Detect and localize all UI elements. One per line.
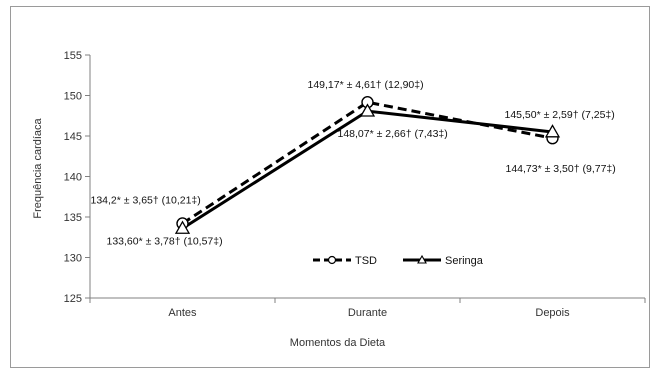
- x-tick-label: Antes: [168, 307, 197, 319]
- data-label-seringa: 148,07* ± 2,66† (7,43‡): [338, 128, 448, 140]
- x-tick-label: Durante: [348, 307, 387, 319]
- data-label-tsd: 144,73* ± 3,50† (9,77‡): [506, 163, 616, 175]
- y-axis-title: Frequência cardíaca: [32, 117, 44, 218]
- x-axis-title: Momentos da Dieta: [290, 337, 386, 349]
- chart-frame: 125 130 135 140 145 150 155 Antes Durante Depois M…: [10, 6, 650, 368]
- data-label-tsd: 134,2* ± 3,65† (10,21‡): [91, 194, 201, 206]
- y-tick-label: 145: [64, 131, 82, 143]
- y-tick-label: 150: [64, 91, 82, 103]
- data-label-seringa: 145,50* ± 2,59† (7,25‡): [505, 109, 615, 121]
- marker-seringa: [174, 220, 191, 234]
- y-tick-label: 155: [64, 50, 82, 62]
- line-chart: 125 130 135 140 145 150 155 Antes Durante Depois M…: [32, 50, 646, 349]
- legend-label-seringa: Seringa: [445, 255, 484, 267]
- data-label-seringa: 133,60* ± 3,78† (10,57‡): [107, 235, 223, 247]
- data-label-tsd: 149,17* ± 4,61† (12,90‡): [308, 79, 424, 91]
- series-line-tsd: [181, 100, 553, 225]
- marker-seringa: [359, 103, 376, 117]
- y-tick-label: 125: [64, 293, 82, 305]
- y-tick-label: 135: [64, 212, 82, 224]
- legend-marker-tsd: [327, 255, 337, 265]
- y-tick-label: 130: [64, 253, 82, 265]
- marker-seringa: [544, 124, 561, 138]
- legend-label-tsd: TSD: [355, 255, 377, 267]
- legend-marker-seringa: [417, 254, 427, 264]
- y-tick-label: 140: [64, 172, 82, 184]
- x-tick-label: Depois: [535, 307, 570, 319]
